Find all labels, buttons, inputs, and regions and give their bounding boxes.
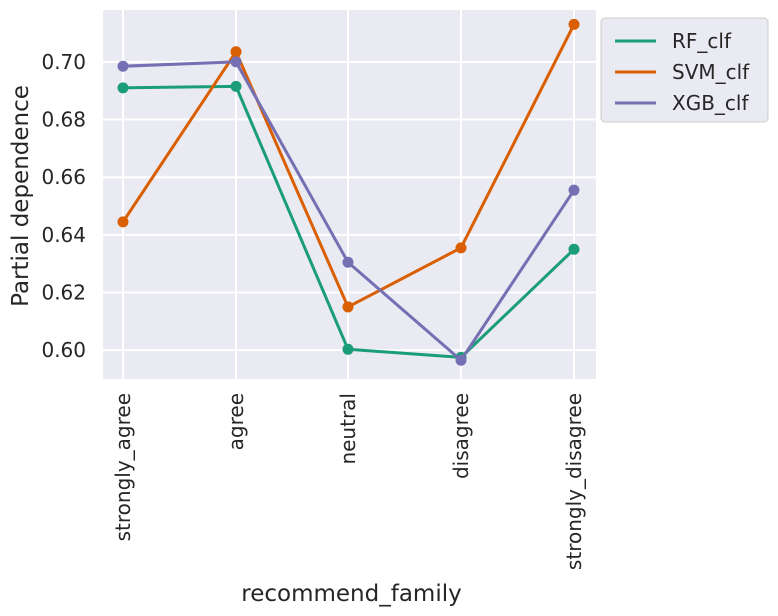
plot-area [103,10,596,379]
series-svm-clf [117,18,580,313]
data-point-rf-clf [230,80,242,92]
x-tick-label: strongly_disagree [562,393,586,570]
x-tick-label: agree [224,393,248,450]
legend-label-rf-clf: RF_clf [672,29,732,53]
y-axis-ticks: 0.60 0.62 0.64 0.66 0.68 0.70 [41,50,86,362]
legend: RF_clf SVM_clf XGB_clf [600,17,769,123]
y-axis-label: Partial dependence [8,85,34,307]
y-tick-label: 0.60 [41,338,86,362]
y-tick-label: 0.70 [41,50,86,74]
y-tick-label: 0.66 [41,165,86,189]
legend-label-xgb-clf: XGB_clf [672,91,749,115]
data-point-svm-clf [230,46,242,58]
data-point-rf-clf [568,243,580,255]
data-point-svm-clf [117,216,129,228]
y-tick-label: 0.68 [41,108,86,132]
data-point-xgb-clf [230,56,242,68]
y-tick-label: 0.64 [41,223,86,247]
data-point-rf-clf [342,343,354,355]
data-point-svm-clf [342,301,354,313]
data-point-xgb-clf [568,184,580,196]
x-axis-label: recommend_family [241,581,461,607]
x-tick-label: disagree [449,393,473,479]
data-point-rf-clf [117,82,129,94]
legend-box [600,17,769,123]
y-tick-label: 0.62 [41,281,86,305]
series-layer [117,18,580,366]
legend-label-svm-clf: SVM_clf [672,60,750,84]
data-point-svm-clf [568,18,580,30]
series-xgb-clf [117,56,580,366]
data-point-xgb-clf [117,60,129,72]
x-tick-label: neutral [336,393,360,465]
x-axis-ticks: strongly_agree agree neutral disagree strong… [111,393,586,570]
data-point-svm-clf [455,242,467,254]
x-tick-label: strongly_agree [111,393,135,541]
data-point-xgb-clf [342,256,354,268]
data-point-xgb-clf [455,354,467,366]
